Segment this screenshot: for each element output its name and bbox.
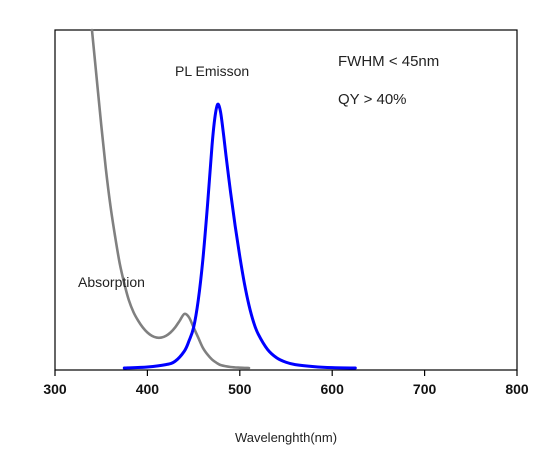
x-tick-label: 300 <box>43 381 67 397</box>
plot-frame <box>54 29 518 371</box>
x-tick-label: 800 <box>505 381 529 397</box>
pl-emission-label: PL Emisson <box>175 63 249 79</box>
absorption-series-line <box>90 28 251 370</box>
absorption-label: Absorption <box>78 274 145 290</box>
x-tick-label: 400 <box>136 381 160 397</box>
pl-emission-series-line <box>122 102 357 370</box>
x-tick-label: 600 <box>321 381 345 397</box>
fwhm-annotation: FWHM < 45nm <box>338 53 439 70</box>
x-tick-label: 500 <box>228 381 252 397</box>
x-axis-label: Wavelenghth(nm) <box>235 430 337 445</box>
x-tick-label: 700 <box>413 381 437 397</box>
series-layer <box>90 28 357 370</box>
qy-annotation: QY > 40% <box>338 91 407 108</box>
x-axis-ticks: 300 400 500 600 700 800 <box>43 370 529 397</box>
